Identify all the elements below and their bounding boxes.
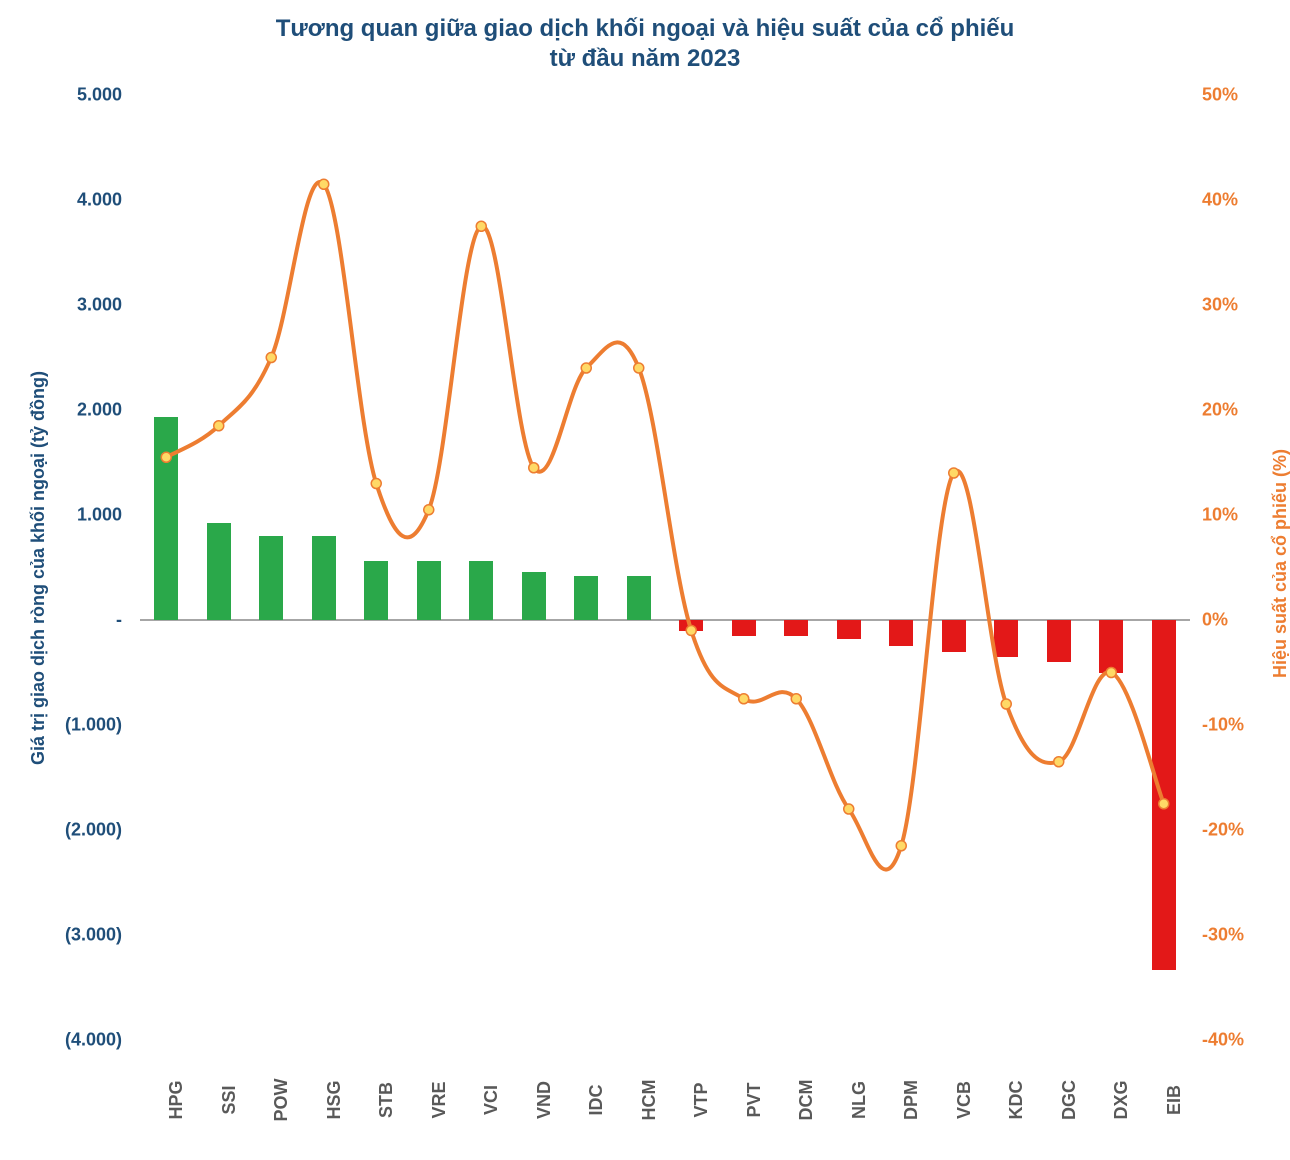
line-marker	[476, 221, 486, 231]
plot-area	[140, 95, 1190, 1040]
x-label: HPG	[166, 1080, 187, 1119]
line-marker	[1106, 668, 1116, 678]
x-label: DXG	[1111, 1080, 1132, 1119]
y-left-tick: (4.000)	[65, 1030, 122, 1051]
line-marker	[791, 694, 801, 704]
x-label: VCB	[954, 1081, 975, 1119]
x-axis-labels: HPG SSI POW HSG STB VRE VCI VND IDC HCM VTP PVT DCM N…	[140, 1060, 1190, 1160]
y-right-tick: 30%	[1202, 295, 1238, 316]
y-left-tick: (2.000)	[65, 820, 122, 841]
y-left-tick: (3.000)	[65, 925, 122, 946]
y-left-tick: 3.000	[77, 295, 122, 316]
y-right-tick: 20%	[1202, 400, 1238, 421]
line-marker	[634, 363, 644, 373]
x-label: KDC	[1006, 1081, 1027, 1120]
y-left-tick: 1.000	[77, 505, 122, 526]
x-label: EIB	[1164, 1085, 1185, 1115]
y-right-tick: 10%	[1202, 505, 1238, 526]
line-marker	[581, 363, 591, 373]
x-label: VND	[534, 1081, 555, 1119]
line-marker	[319, 179, 329, 189]
y-right-tick: -20%	[1202, 820, 1244, 841]
x-label: STB	[376, 1082, 397, 1118]
line-series	[140, 95, 1190, 1040]
chart-title-line1: Tương quan giữa giao dịch khối ngoại và …	[0, 14, 1290, 44]
y-right-tick: -30%	[1202, 925, 1244, 946]
x-label: VCI	[481, 1085, 502, 1115]
y-axis-left: (4.000)(3.000)(2.000)(1.000)-1.0002.0003…	[0, 95, 122, 1040]
x-label: VTP	[691, 1082, 712, 1117]
x-label: HSG	[324, 1080, 345, 1119]
y-right-tick: 0%	[1202, 610, 1228, 631]
line-marker	[266, 353, 276, 363]
x-label: HCM	[639, 1080, 660, 1121]
line-marker	[1001, 699, 1011, 709]
x-label: PVT	[744, 1082, 765, 1117]
x-label: IDC	[586, 1085, 607, 1116]
x-label: DCM	[796, 1080, 817, 1121]
chart-title-line2: từ đầu năm 2023	[0, 44, 1290, 74]
line-marker	[371, 479, 381, 489]
line-marker	[214, 421, 224, 431]
x-label: SSI	[219, 1085, 240, 1114]
line-marker	[844, 804, 854, 814]
y-right-tick: 40%	[1202, 190, 1238, 211]
y-right-tick: 50%	[1202, 85, 1238, 106]
x-label: DPM	[901, 1080, 922, 1120]
line-marker	[1159, 799, 1169, 809]
y-axis-right-label: Hiệu suất của cổ phiếu (%)	[1270, 458, 1290, 678]
y-left-tick: 5.000	[77, 85, 122, 106]
line-marker	[739, 694, 749, 704]
y-left-tick: 4.000	[77, 190, 122, 211]
line-marker	[161, 452, 171, 462]
performance-line	[166, 182, 1164, 870]
line-marker	[896, 841, 906, 851]
y-left-tick: (1.000)	[65, 715, 122, 736]
x-label: NLG	[849, 1081, 870, 1119]
line-marker	[424, 505, 434, 515]
line-marker	[529, 463, 539, 473]
x-label: VRE	[429, 1081, 450, 1118]
line-marker	[949, 468, 959, 478]
y-left-tick: -	[116, 610, 122, 631]
y-right-tick: -40%	[1202, 1030, 1244, 1051]
line-marker	[686, 626, 696, 636]
x-label: DGC	[1059, 1080, 1080, 1120]
y-left-tick: 2.000	[77, 400, 122, 421]
line-marker	[1054, 757, 1064, 767]
y-axis-left-label: Giá trị giao dịch ròng của khối ngoại (t…	[28, 368, 49, 768]
y-right-tick: -10%	[1202, 715, 1244, 736]
x-label: POW	[271, 1079, 292, 1122]
